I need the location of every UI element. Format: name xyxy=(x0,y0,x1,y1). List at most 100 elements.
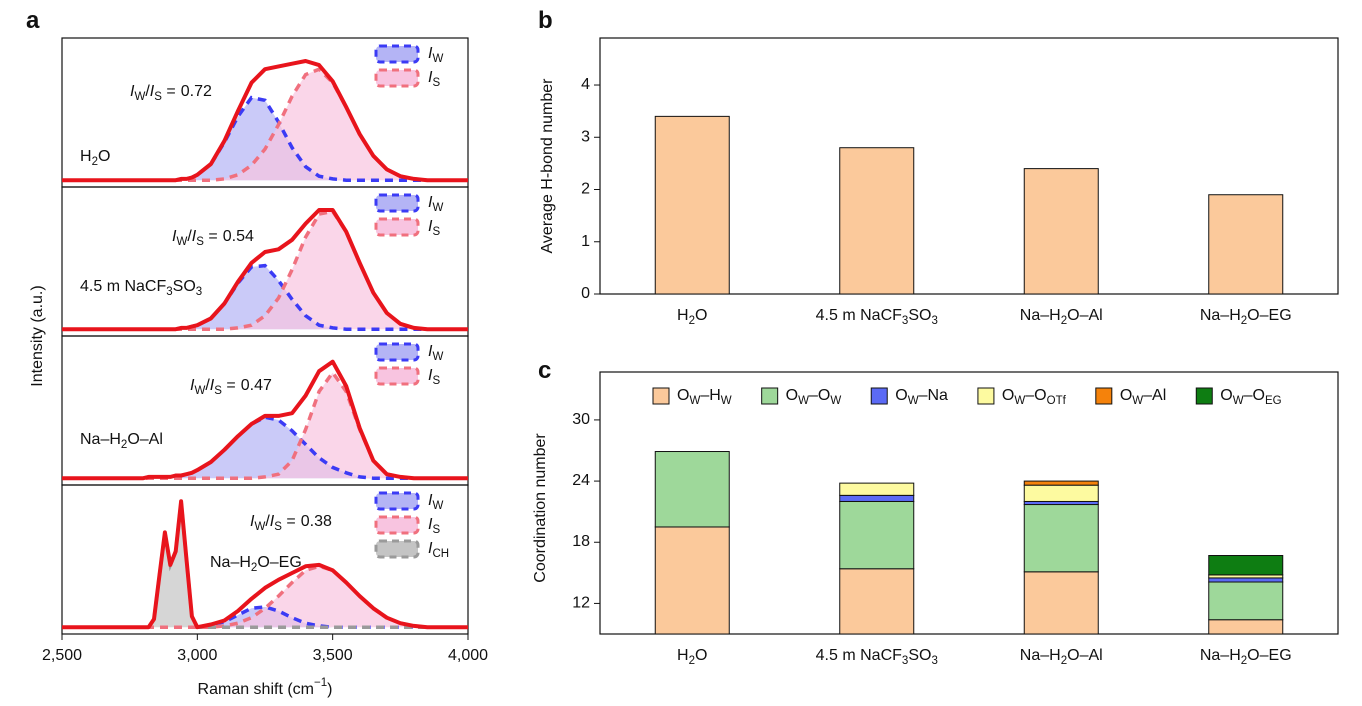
ratio-value: 0.72 xyxy=(181,83,212,100)
x-tick-label: 2,500 xyxy=(42,647,82,664)
legend-swatch xyxy=(977,387,995,405)
y-axis-title: Intensity (a.u.) xyxy=(29,285,46,386)
x-tick-label: Na–H2O–Al xyxy=(1020,307,1103,327)
x-tick-label: H2O xyxy=(677,647,707,667)
ratio-value: 0.38 xyxy=(301,513,332,530)
sample-label: H2O xyxy=(80,148,110,168)
y-tick-label: 30 xyxy=(572,411,590,428)
legend-swatch xyxy=(761,387,779,405)
legend-label: OW–Na xyxy=(895,387,948,407)
y-axis-title: Average H-bond number xyxy=(539,78,556,254)
ratio-label: IW/IS = xyxy=(190,377,236,397)
legend-label: IS xyxy=(428,69,440,89)
legend-swatch xyxy=(1195,387,1213,405)
x-tick-label: 3,500 xyxy=(313,647,353,664)
y-tick-label: 0 xyxy=(581,285,590,302)
legend-label: IW xyxy=(428,45,443,65)
legend-label: IW xyxy=(428,343,443,363)
sample-label: 4.5 m NaCF3SO3 xyxy=(80,278,202,298)
legend-swatch xyxy=(374,366,420,386)
x-tick-label: Na–H2O–Al xyxy=(1020,647,1103,667)
fit-line xyxy=(62,359,468,481)
bar-segment xyxy=(654,451,730,528)
bar-segment xyxy=(839,500,915,570)
component-line xyxy=(62,67,468,182)
legend-swatch xyxy=(374,193,420,213)
bar-segment xyxy=(1023,480,1099,486)
bar xyxy=(1208,194,1284,295)
y-tick-label: 24 xyxy=(572,472,590,489)
x-tick-label: 3,000 xyxy=(177,647,217,664)
bar-segment xyxy=(839,494,915,502)
legend-label: OW–OOTf xyxy=(1002,387,1067,407)
legend-swatch xyxy=(652,387,670,405)
legend-swatch xyxy=(870,387,888,405)
plot-frame xyxy=(599,37,1339,295)
legend-label: OW–Al xyxy=(1120,387,1166,407)
component-line xyxy=(62,209,468,331)
legend-label: IW xyxy=(428,492,443,512)
fit-line xyxy=(62,208,468,332)
area-fill xyxy=(62,417,468,479)
x-tick-label: Na–H2O–EG xyxy=(1200,647,1292,667)
legend-swatch xyxy=(374,539,420,559)
area-fill xyxy=(62,265,468,330)
ratio-value: 0.54 xyxy=(223,228,254,245)
ratio-label: IW/IS = xyxy=(172,228,218,248)
y-axis-title: Coordination number xyxy=(532,433,549,583)
x-tick-label: 4.5 m NaCF3SO3 xyxy=(816,647,938,667)
legend-label: OW–OW xyxy=(786,387,842,407)
legend-swatch xyxy=(374,217,420,237)
legend-swatch xyxy=(374,342,420,362)
bar-segment xyxy=(1023,571,1099,635)
area-fill xyxy=(62,501,468,628)
ratio-value: 0.47 xyxy=(241,377,272,394)
area-fill xyxy=(62,211,468,330)
y-tick-label: 18 xyxy=(572,533,590,550)
ratio-label: IW/IS = xyxy=(250,513,296,533)
legend-swatch xyxy=(374,44,420,64)
area-fill xyxy=(62,69,468,181)
bar-segment xyxy=(1208,577,1284,583)
fit-line xyxy=(62,59,468,183)
area-fill xyxy=(62,372,468,479)
x-tick-label: Na–H2O–EG xyxy=(1200,307,1292,327)
legend-label: IS xyxy=(428,218,440,238)
component-line xyxy=(62,369,468,480)
legend-swatch xyxy=(1095,387,1113,405)
panel-label: b xyxy=(538,7,553,34)
legend-swatch xyxy=(374,491,420,511)
y-tick-label: 3 xyxy=(581,128,590,145)
bar-segment xyxy=(1023,504,1099,573)
fit-line xyxy=(62,499,468,630)
area-fill xyxy=(62,566,468,628)
x-axis-title: Raman shift (cm−1) xyxy=(198,677,333,698)
legend-swatch xyxy=(374,68,420,88)
legend-label: ICH xyxy=(428,540,449,560)
legend-label: IW xyxy=(428,194,443,214)
y-tick-label: 2 xyxy=(581,181,590,198)
legend-label: IS xyxy=(428,516,440,536)
subplot-frame xyxy=(61,484,469,635)
y-tick-label: 1 xyxy=(581,233,590,250)
x-tick-label: 4,000 xyxy=(448,647,488,664)
y-tick-label: 4 xyxy=(581,76,590,93)
bar-segment xyxy=(1023,484,1099,502)
sample-label: Na–H2O–Al xyxy=(80,431,163,451)
bar xyxy=(654,115,730,295)
legend-label: OW–OEG xyxy=(1220,387,1281,407)
panel-label: a xyxy=(26,7,40,34)
bar-segment xyxy=(1208,555,1284,576)
bar-segment xyxy=(1208,619,1284,635)
bar xyxy=(839,147,915,295)
x-tick-label: H2O xyxy=(677,307,707,327)
legend-label: IS xyxy=(428,367,440,387)
bar-segment xyxy=(654,526,730,635)
bar-segment xyxy=(839,482,915,496)
legend-label: OW–HW xyxy=(677,387,732,407)
x-tick-label: 4.5 m NaCF3SO3 xyxy=(816,307,938,327)
bar-segment xyxy=(839,568,915,635)
bar xyxy=(1023,168,1099,295)
panel-label: c xyxy=(538,357,551,384)
legend-swatch xyxy=(374,515,420,535)
